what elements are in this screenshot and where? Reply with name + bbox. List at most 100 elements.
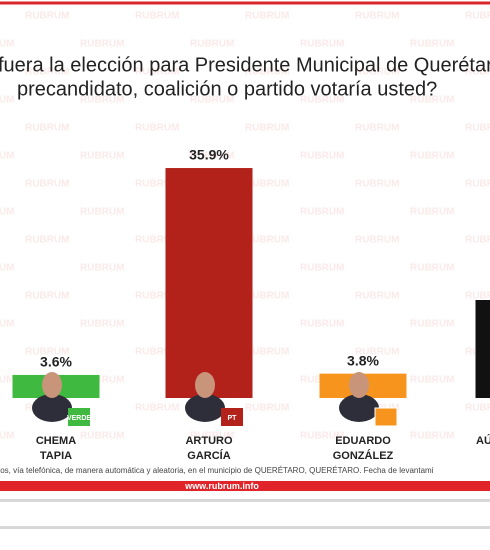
value-label: 3.8% bbox=[347, 352, 379, 368]
portrait-body bbox=[339, 394, 379, 422]
watermark: RUBRUM bbox=[80, 319, 124, 330]
party-logo bbox=[221, 408, 243, 426]
portrait-body bbox=[185, 394, 225, 422]
watermark: RUBRUM bbox=[80, 39, 124, 50]
watermark: RUBRUM bbox=[25, 67, 69, 78]
watermark: RUBRUM bbox=[135, 291, 179, 302]
watermark: RUBRUM bbox=[80, 151, 124, 162]
watermark: RUBRUM bbox=[0, 207, 14, 218]
party-logo bbox=[374, 407, 398, 427]
category-label: ARTURO bbox=[185, 435, 232, 447]
watermark: RUBRUM bbox=[80, 375, 124, 386]
watermark: RUBRUM bbox=[465, 123, 490, 134]
bar bbox=[165, 168, 253, 398]
category-label: EDUARDO bbox=[335, 435, 391, 447]
watermark: RUBRUM bbox=[135, 67, 179, 78]
watermark: RUBRUM bbox=[80, 263, 124, 274]
watermark: RUBRUM bbox=[355, 179, 399, 190]
watermark: RUBRUM bbox=[25, 347, 69, 358]
watermark: RUBRUM bbox=[25, 11, 69, 22]
watermark: RUBRUM bbox=[0, 319, 14, 330]
watermark: RUBRUM bbox=[355, 235, 399, 246]
watermark: RUBRUM bbox=[245, 403, 289, 414]
watermark: RUBRUM bbox=[135, 347, 179, 358]
category-label: GONZÁLEZ bbox=[333, 449, 394, 462]
divider bbox=[0, 526, 490, 529]
watermark: RUBRUM bbox=[300, 319, 344, 330]
watermark: RUBRUM bbox=[300, 263, 344, 274]
watermark: RUBRUM bbox=[0, 95, 14, 106]
category-label: CHEMA bbox=[36, 435, 76, 447]
watermark: RUBRUM bbox=[410, 431, 454, 442]
category-label: TAPIA bbox=[40, 450, 72, 462]
watermark: RUBRUM bbox=[80, 207, 124, 218]
watermark: RUBRUM bbox=[135, 179, 179, 190]
watermark: RUBRUM bbox=[410, 207, 454, 218]
watermark: RUBRUM bbox=[465, 403, 490, 414]
bar bbox=[475, 299, 490, 398]
category-label: AÚ bbox=[476, 434, 490, 447]
watermark: RUBRUM bbox=[25, 179, 69, 190]
category-label: GARCÍA bbox=[187, 449, 230, 462]
watermark: RUBRUM bbox=[135, 123, 179, 134]
footnote: tos, vía telefónica, de manera automátic… bbox=[0, 466, 434, 475]
watermark: RUBRUM bbox=[355, 67, 399, 78]
watermark: RUBRUM bbox=[300, 95, 344, 106]
watermark: RUBRUM bbox=[245, 291, 289, 302]
watermark: RUBRUM bbox=[245, 347, 289, 358]
value-label: 35.9% bbox=[189, 147, 229, 163]
watermark: RUBRUM bbox=[245, 235, 289, 246]
watermark: RUBRUM bbox=[410, 95, 454, 106]
watermark: RUBRUM bbox=[300, 151, 344, 162]
watermark: RUBRUM bbox=[245, 11, 289, 22]
watermark: RUBRUM bbox=[355, 11, 399, 22]
watermark: RUBRUM bbox=[245, 67, 289, 78]
watermark: RUBRUM bbox=[410, 319, 454, 330]
watermark: RUBRUM bbox=[300, 431, 344, 442]
watermark: RUBRUM bbox=[135, 403, 179, 414]
watermark: RUBRUM bbox=[300, 39, 344, 50]
watermark: RUBRUM bbox=[25, 291, 69, 302]
portrait-body bbox=[32, 394, 72, 422]
watermark: RUBRUM bbox=[410, 39, 454, 50]
watermark: RUBRUM bbox=[0, 375, 14, 386]
party-logo-label: PT bbox=[228, 415, 238, 422]
watermark: RUBRUM bbox=[80, 95, 124, 106]
party-logo-label: VERDE bbox=[67, 415, 91, 422]
watermark: RUBRUM bbox=[465, 291, 490, 302]
watermark: RUBRUM bbox=[190, 39, 234, 50]
watermark: RUBRUM bbox=[465, 235, 490, 246]
watermark: RUBRUM bbox=[0, 39, 14, 50]
footer-strip bbox=[0, 481, 490, 491]
portrait-head bbox=[195, 372, 215, 398]
watermark: RUBRUM bbox=[245, 179, 289, 190]
portrait-head bbox=[349, 372, 369, 398]
watermark: RUBRUM bbox=[355, 291, 399, 302]
watermark: RUBRUM bbox=[355, 123, 399, 134]
watermark: RUBRUM bbox=[355, 347, 399, 358]
watermark: RUBRUM bbox=[190, 95, 234, 106]
divider bbox=[0, 499, 490, 502]
value-label: 3.6% bbox=[40, 354, 72, 370]
watermark: RUBRUM bbox=[465, 67, 490, 78]
watermark: RUBRUM bbox=[0, 263, 14, 274]
party-logo bbox=[68, 408, 90, 426]
watermark: RUBRUM bbox=[25, 123, 69, 134]
watermark: RUBRUM bbox=[410, 151, 454, 162]
watermark: RUBRUM bbox=[410, 375, 454, 386]
watermark: RUBRUM bbox=[0, 431, 14, 442]
watermark: RUBRUM bbox=[300, 207, 344, 218]
watermark: RUBRUM bbox=[465, 11, 490, 22]
watermark: RUBRUM bbox=[135, 235, 179, 246]
watermark: RUBRUM bbox=[135, 11, 179, 22]
watermark: RUBRUM bbox=[25, 235, 69, 246]
website: www.rubrum.info bbox=[184, 481, 259, 491]
bars: VERDE 3.6% CHEMA TAPIA PT 35.9% ARTURO GARCÍA 3.… bbox=[12, 147, 490, 462]
watermark: RUBRUM bbox=[80, 431, 124, 442]
watermarks: RUBRUM RUBRUM RUBRUM RUBRUM RUBRUM RUBRUM RUBR… bbox=[0, 11, 490, 442]
portrait-head bbox=[42, 372, 62, 398]
watermark: RUBRUM bbox=[245, 123, 289, 134]
watermark: RUBRUM bbox=[190, 151, 234, 162]
watermark: RUBRUM bbox=[465, 179, 490, 190]
